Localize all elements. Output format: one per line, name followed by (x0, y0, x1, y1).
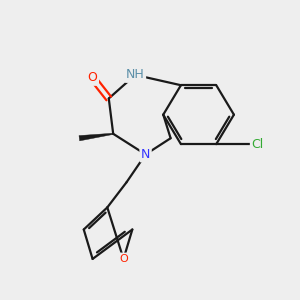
Text: N: N (141, 148, 150, 161)
Text: Cl: Cl (251, 138, 264, 151)
Text: O: O (88, 71, 98, 84)
Text: NH: NH (126, 68, 145, 81)
Text: O: O (119, 254, 128, 264)
Polygon shape (79, 133, 113, 141)
